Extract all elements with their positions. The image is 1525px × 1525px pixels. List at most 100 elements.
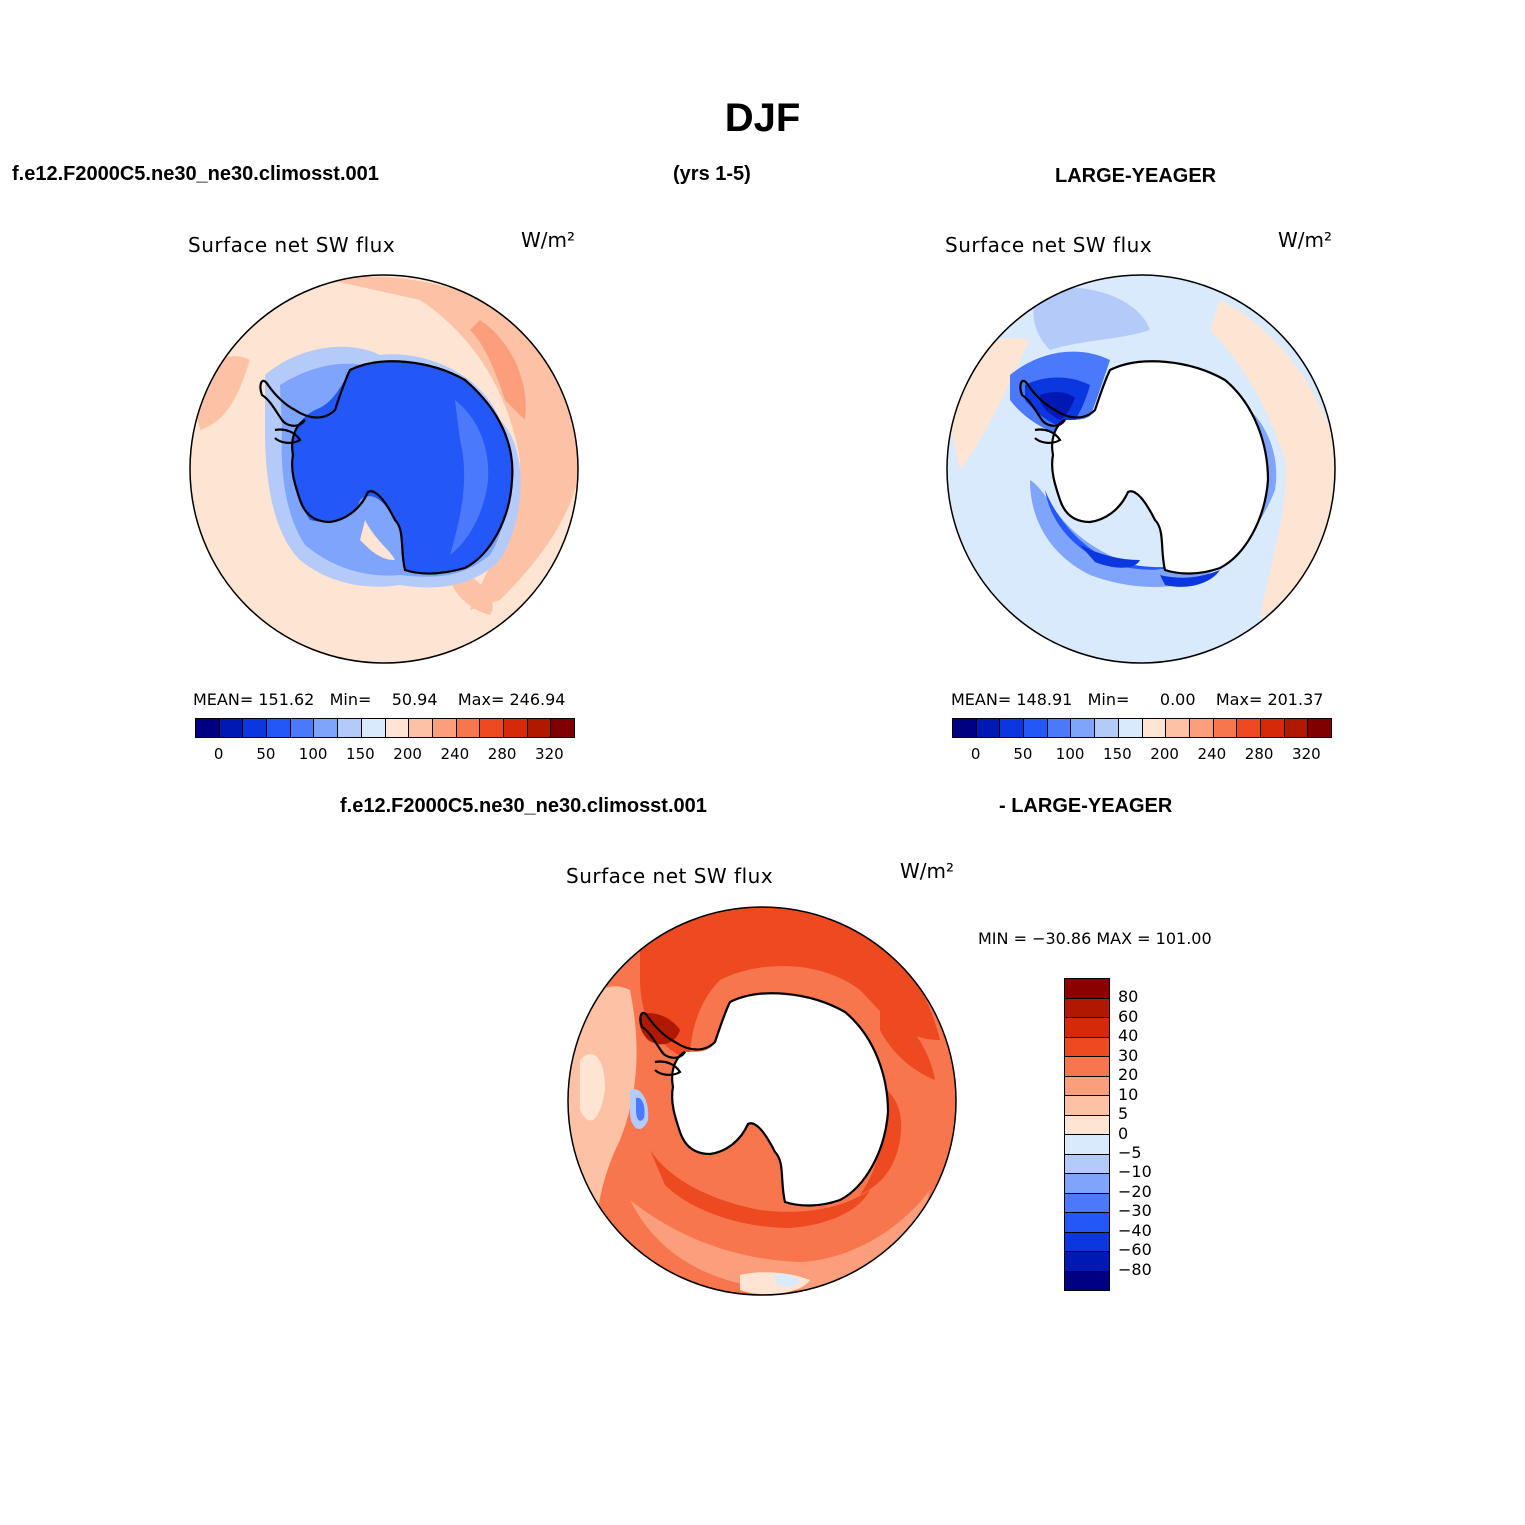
panel2-colorbar-box [1142, 719, 1167, 737]
diff-colorbar-label: 20 [1118, 1065, 1139, 1085]
panel1-colorbar-tick-label: 0 [213, 745, 224, 763]
panel2-field-title: Surface net SW flux [945, 233, 1153, 257]
years-label: (yrs 1-5) [673, 163, 751, 185]
diff-case-left: f.e12.F2000C5.ne30_ne30.climosst.001 [340, 795, 707, 817]
diff-colorbar-label: 0 [1118, 1123, 1129, 1143]
diff-colorbar-box [1065, 1232, 1109, 1252]
diff-field-title: Surface net SW flux [566, 864, 774, 888]
diff-colorbar-box [1065, 1115, 1109, 1135]
panel2-colorbar-box [1095, 719, 1119, 737]
diff-colorbar-box [1065, 1018, 1109, 1038]
diff-contours [568, 907, 956, 1295]
panel1-colorbar-box [432, 719, 457, 737]
panel1-colorbar-box [196, 719, 220, 737]
panel2-colorbar-box [1071, 719, 1096, 737]
panel1-max: 246.94 [509, 690, 566, 709]
panel1-colorbar-box [503, 719, 528, 737]
diff-colorbar-label: −60 [1118, 1240, 1152, 1260]
panel1-colorbar-box [551, 719, 574, 737]
diff-colorbar-box [1065, 1154, 1109, 1174]
panel1-colorbar-tick-label: 50 [256, 745, 276, 763]
diff-colorbar-label: 5 [1118, 1104, 1129, 1124]
diff-colorbar-box [1065, 1174, 1109, 1194]
panel2-colorbar-box [976, 719, 1001, 737]
panel2-colorbar-tick-label: 100 [1055, 745, 1085, 763]
panel1-colorbar-tick-label: 200 [393, 745, 422, 763]
panel1-stats: MEAN= 151.62 Min= 50.94 Max= 246.94 [193, 690, 565, 709]
panel2-coastline [1019, 360, 1270, 575]
panel2-colorbar-box [953, 719, 977, 737]
panel2-stats: MEAN= 148.91 Min= 0.00 Max= 201.37 [951, 690, 1323, 709]
panel2-mean: 148.91 [1016, 690, 1073, 709]
diff-colorbar-label: −80 [1118, 1259, 1152, 1279]
panel1-coastline [259, 360, 514, 575]
panel2-colorbar-tick-label: 320 [1292, 745, 1321, 763]
diff-colorbar-label: −30 [1118, 1201, 1152, 1221]
diff-colorbar-label: 30 [1118, 1045, 1139, 1065]
diff-coastline [639, 992, 890, 1207]
diff-map-border [567, 906, 957, 1296]
diff-colorbar-box [1065, 1037, 1109, 1057]
diff-colorbar-label: 60 [1118, 1006, 1139, 1026]
panel2-mean-label: MEAN= [951, 690, 1012, 709]
diff-case-right: - LARGE-YEAGER [999, 795, 1173, 817]
panel2-colorbar-box [1213, 719, 1238, 737]
diff-colorbar-box [1065, 1271, 1109, 1290]
panel2-max-label: Max= [1215, 690, 1263, 709]
panel2-min-label: Min= [1087, 690, 1130, 709]
diff-units: W/m² [900, 859, 955, 883]
panel1-colorbar-tick-label: 240 [440, 745, 470, 763]
panel1-units: W/m² [521, 228, 576, 252]
panel2-colorbar-tick-label: 200 [1150, 745, 1179, 763]
diff-minmax: MIN = −30.86 MAX = 101.00 [978, 929, 1212, 948]
panel1-colorbar-tick-label: 100 [298, 745, 328, 763]
diff-colorbar-box [1065, 1213, 1109, 1233]
panel1-colorbar-box [409, 719, 433, 737]
panel1-colorbar-tick-label: 150 [346, 745, 375, 763]
panel1-colorbar-box [290, 719, 315, 737]
panel2-colorbar-box [1308, 719, 1331, 737]
diff-colorbar-label: −40 [1118, 1220, 1152, 1240]
panel1-colorbar-tick-label: 320 [535, 745, 564, 763]
panel2-colorbar-box [1284, 719, 1309, 737]
diff-colorbar-label: −5 [1118, 1142, 1142, 1162]
panel2-colorbar [952, 718, 1332, 738]
diff-colorbar-box [1065, 1076, 1109, 1096]
panel1-map-border [189, 274, 579, 664]
panel2-max: 201.37 [1267, 690, 1324, 709]
panel2-colorbar-box [1260, 719, 1285, 737]
panel1-colorbar-box [314, 719, 339, 737]
panel1-mean-label: MEAN= [193, 690, 254, 709]
diff-colorbar-box [1065, 1252, 1109, 1272]
panel1-min-label: Min= [329, 690, 372, 709]
diff-colorbar-label: 80 [1118, 987, 1139, 1007]
panel1-colorbar [195, 718, 575, 738]
diff-colorbar-box [1065, 1135, 1109, 1155]
panel2-colorbar-tick-label: 50 [1013, 745, 1033, 763]
panel2-colorbar-box [1000, 719, 1025, 737]
panel1-min: 50.94 [391, 690, 438, 709]
panel1-colorbar-tick-label: 280 [487, 745, 517, 763]
diff-colorbar-label: 10 [1118, 1084, 1139, 1104]
diff-colorbar-box [1065, 998, 1109, 1018]
panel2-colorbar-box [1118, 719, 1143, 737]
panel1-colorbar-box [385, 719, 410, 737]
case-name-left: f.e12.F2000C5.ne30_ne30.climosst.001 [12, 163, 379, 185]
panel1-colorbar-box [361, 719, 386, 737]
panel2-colorbar-box [1237, 719, 1261, 737]
panel2-colorbar-box [1047, 719, 1072, 737]
page-title: DJF [724, 96, 801, 140]
panel2-colorbar-box [1166, 719, 1190, 737]
panel1-field-title: Surface net SW flux [188, 233, 396, 257]
panel2-colorbar-box [1024, 719, 1048, 737]
diff-colorbar-label: −20 [1118, 1181, 1152, 1201]
panel1-contours [190, 275, 578, 663]
panel1-colorbar-box [219, 719, 244, 737]
panel2-min: 0.00 [1159, 690, 1196, 709]
panel1-colorbar-box [267, 719, 291, 737]
panel2-colorbar-tick-label: 0 [970, 745, 981, 763]
panel2-units: W/m² [1278, 228, 1333, 252]
panel2-colorbar-tick-label: 240 [1197, 745, 1227, 763]
panel1-colorbar-box [243, 719, 268, 737]
panel1-max-label: Max= [457, 690, 505, 709]
